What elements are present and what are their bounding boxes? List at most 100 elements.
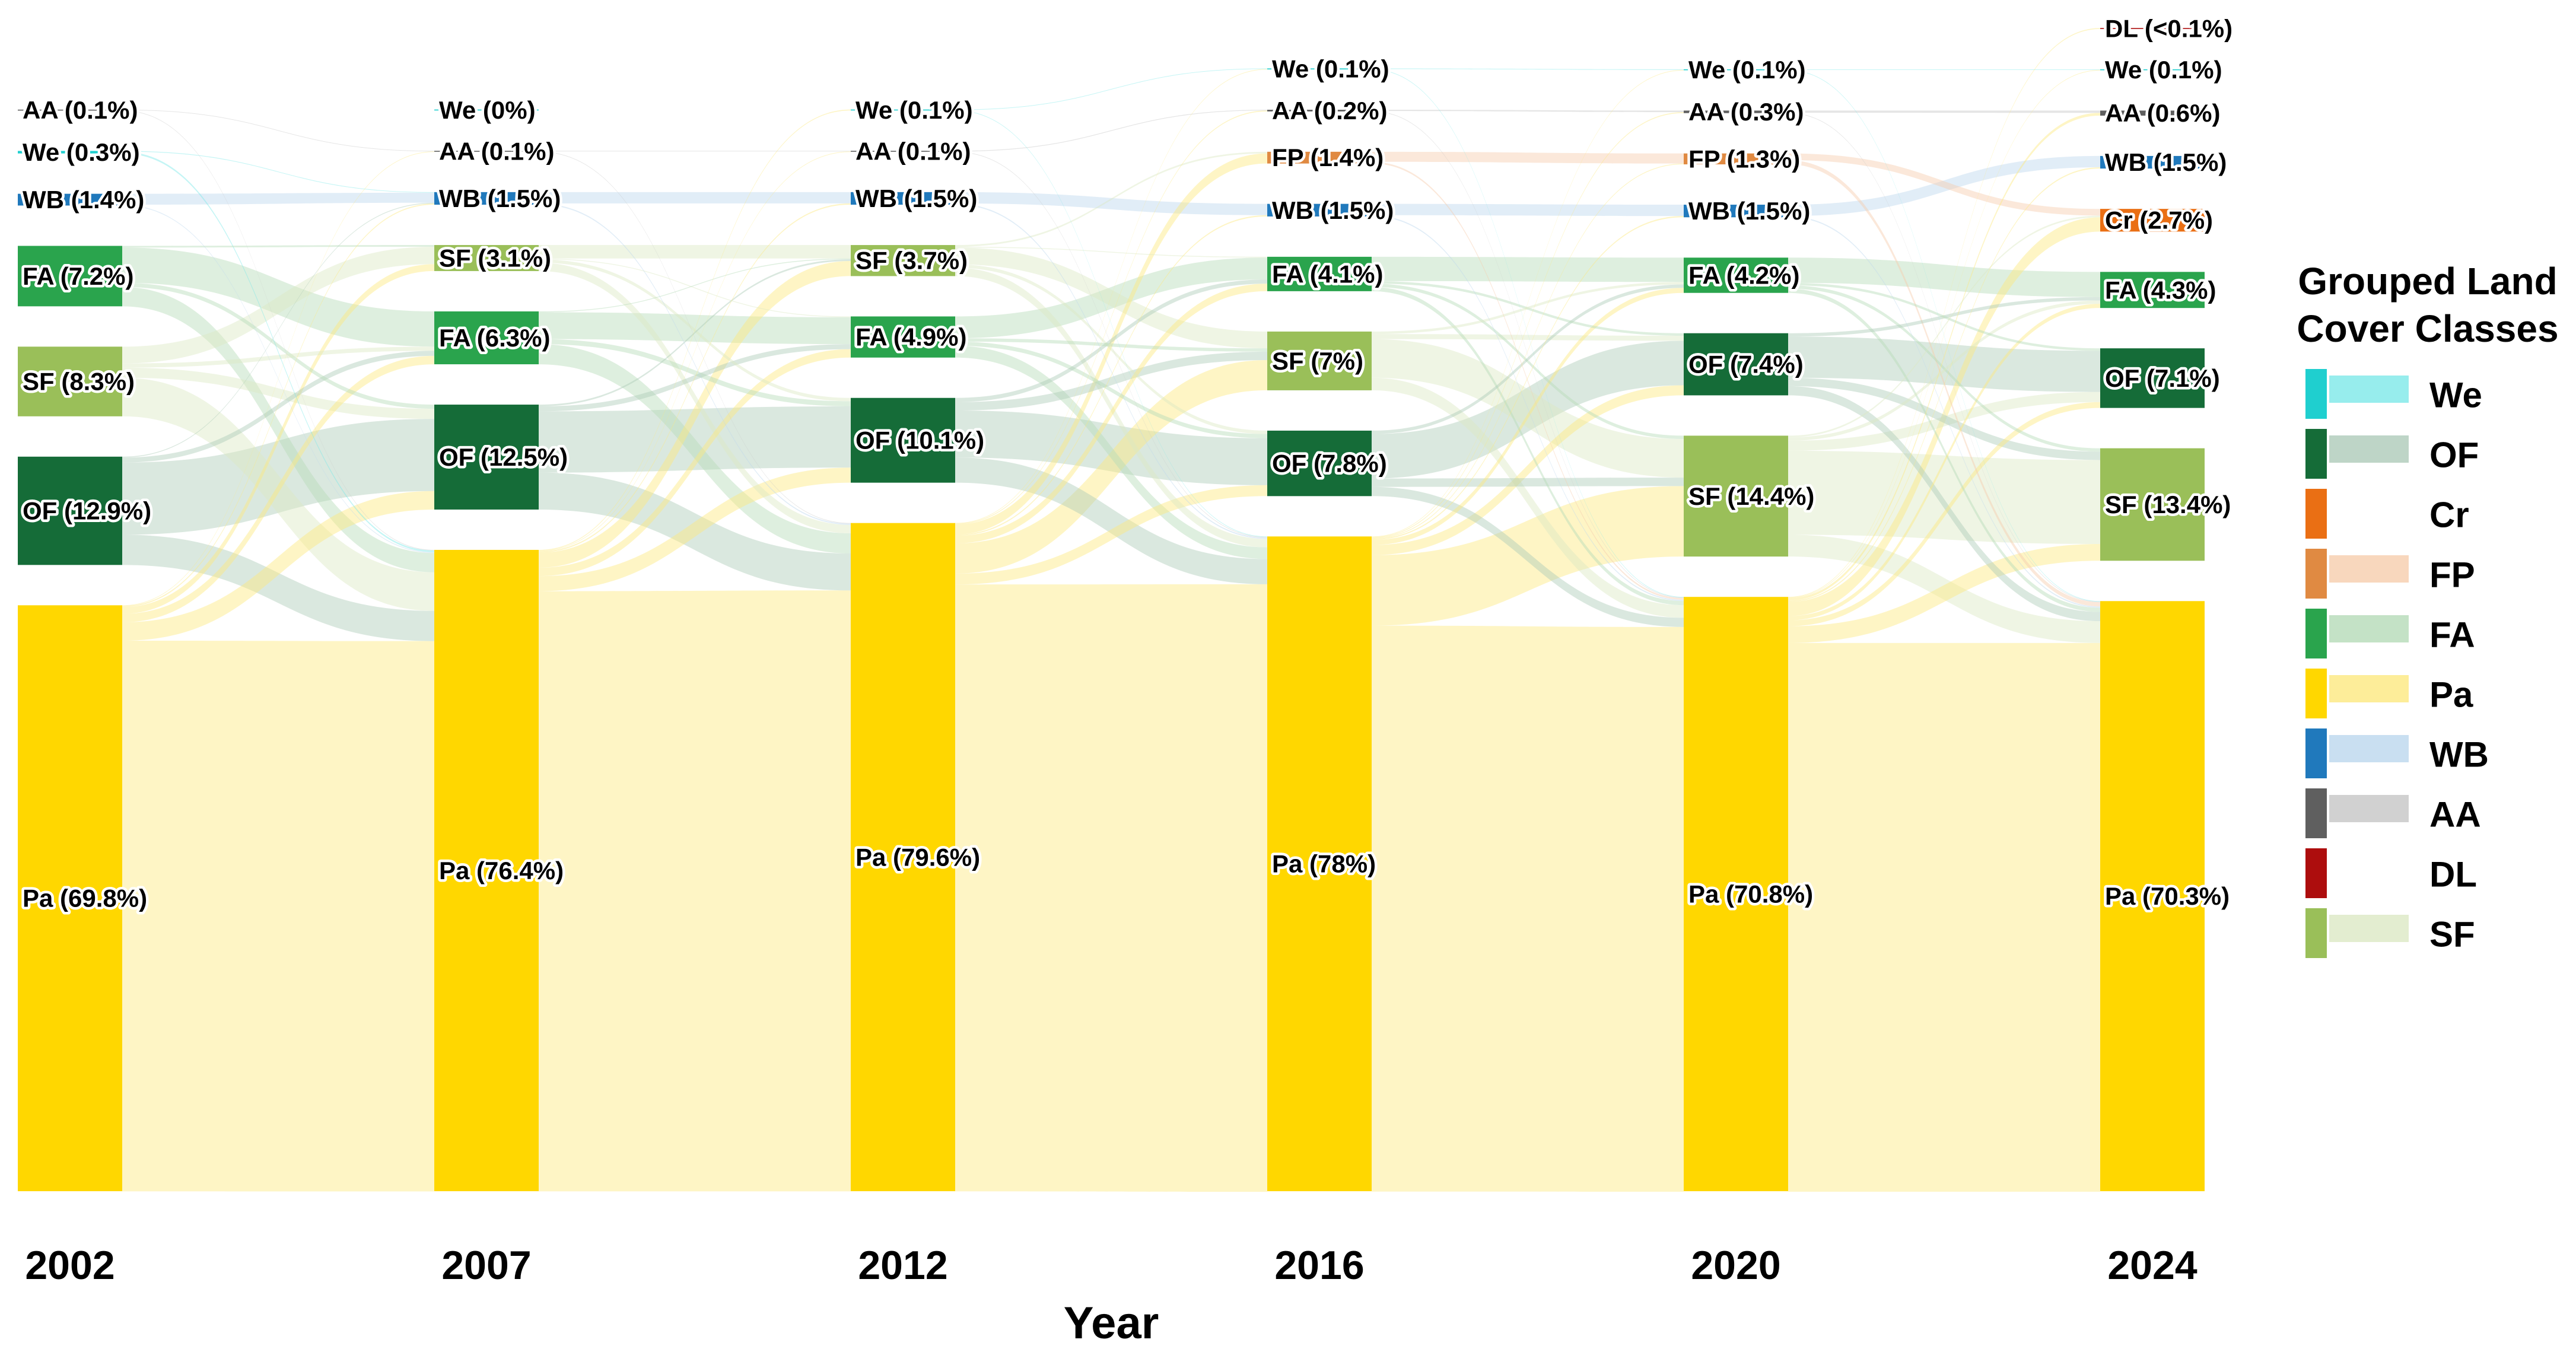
flow-OF-to-SF bbox=[539, 259, 851, 406]
x-axis-title: Year bbox=[1064, 1298, 1159, 1348]
node-2012-Pa bbox=[851, 523, 955, 1192]
flow-WB-to-Pa bbox=[1788, 216, 2100, 608]
node-2012-SF bbox=[851, 245, 955, 276]
legend-item-AA: AA bbox=[2305, 788, 2481, 838]
flow-Pa-to-Pa bbox=[955, 584, 1267, 1192]
flow-Pa-to-FA bbox=[122, 355, 434, 622]
flow-Pa-to-SF bbox=[1372, 486, 1684, 626]
flow-Pa-to-FA bbox=[1372, 288, 1684, 545]
legend-label-FP: FP bbox=[2429, 555, 2475, 595]
node-2024-SF bbox=[2100, 448, 2205, 561]
flow-FA-to-OF bbox=[955, 341, 1267, 438]
flow-SF-to-Pa bbox=[539, 262, 851, 533]
node-label-2012-OF: OF (10.1%) bbox=[856, 427, 984, 454]
node-label-2024-We: We (0.1%) bbox=[2105, 56, 2222, 84]
node-labels-layer: AA (0.1%) We (0.3%) WB (1.4%) FA (7.2%) SF (… bbox=[20, 12, 2235, 915]
flow-OF-to-Pa bbox=[1788, 386, 2100, 622]
legend-flow-swatch-Pa bbox=[2329, 675, 2409, 702]
legend-label-SF: SF bbox=[2429, 915, 2475, 955]
node-label-2002-We: We (0.3%) bbox=[23, 138, 140, 166]
legend-title-line1: Grouped Land bbox=[2298, 260, 2557, 303]
flow-OF-to-OF bbox=[955, 410, 1267, 485]
node-label-2020-OF: OF (7.4%) bbox=[1688, 351, 1804, 378]
legend-item-DL: DL bbox=[2305, 848, 2477, 898]
flows-layer bbox=[122, 28, 2100, 1192]
flow-OF-to-OF bbox=[539, 406, 851, 473]
node-label-2002-Pa: Pa (69.8%) bbox=[23, 885, 147, 912]
legend-label-DL: DL bbox=[2429, 855, 2477, 895]
flow-FP-to-Pa bbox=[1372, 161, 1684, 600]
legend-item-FP: FP bbox=[2305, 549, 2475, 599]
legend-node-swatch-WB bbox=[2305, 728, 2327, 778]
flow-FA-to-OF bbox=[122, 282, 434, 409]
node-2020-OF bbox=[1684, 333, 1788, 396]
flow-FA-to-FA bbox=[955, 257, 1267, 339]
x-axis: Year 2002 2007 2012 2016 2020 2024 bbox=[25, 1243, 2197, 1348]
flow-FA-to-Pa bbox=[1788, 288, 2100, 612]
flow-Pa-to-FA bbox=[955, 284, 1267, 543]
flow-FA-to-SF bbox=[122, 245, 434, 248]
node-label-2012-SF: SF (3.7%) bbox=[856, 247, 968, 275]
flow-FA-to-Pa bbox=[1372, 287, 1684, 606]
node-2024-OF bbox=[2100, 348, 2205, 408]
flow-OF-to-SF bbox=[1372, 478, 1684, 487]
flow-OF-to-OF bbox=[1372, 341, 1684, 479]
flow-AA-to-Pa bbox=[539, 151, 851, 524]
flow-We-to-Pa bbox=[1372, 69, 1684, 598]
flow-SF-to-Pa bbox=[1788, 534, 2100, 643]
legend-item-OF: OF bbox=[2305, 429, 2479, 479]
node-2002-AA bbox=[18, 109, 122, 111]
x-tick-2012: 2012 bbox=[858, 1243, 947, 1288]
flow-Pa-to-WB bbox=[1372, 216, 1684, 540]
node-2016-AA bbox=[1267, 110, 1372, 112]
node-label-2012-FA: FA (4.9%) bbox=[856, 323, 966, 351]
x-tick-2024: 2024 bbox=[2107, 1243, 2197, 1288]
nodes-layer bbox=[18, 28, 2205, 1192]
flow-Pa-to-OF bbox=[539, 467, 851, 591]
node-2020-FA bbox=[1684, 257, 1788, 293]
flow-AA-to-AA bbox=[955, 110, 1267, 152]
flow-We-to-Pa bbox=[1788, 69, 2100, 602]
flow-Pa-to-AA bbox=[1372, 112, 1684, 538]
x-tick-2007: 2007 bbox=[441, 1243, 531, 1288]
node-label-2002-FA: FA (7.2%) bbox=[23, 262, 133, 290]
node-label-2007-WB: WB (1.5%) bbox=[439, 184, 561, 212]
node-2002-WB bbox=[18, 193, 122, 206]
node-2012-WB bbox=[851, 192, 955, 205]
flow-OF-to-Pa bbox=[539, 472, 851, 591]
flow-AA-to-AA bbox=[122, 109, 434, 152]
legend-flow-swatch-WB bbox=[2329, 735, 2409, 762]
legend-label-OF: OF bbox=[2429, 435, 2479, 475]
flow-Pa-to-Pa bbox=[122, 641, 434, 1192]
node-2024-FA bbox=[2100, 272, 2205, 308]
legend-node-swatch-SF bbox=[2305, 908, 2327, 958]
flow-OF-to-Pa bbox=[955, 457, 1267, 584]
legend-item-SF: SF bbox=[2305, 908, 2475, 958]
node-2020-SF bbox=[1684, 435, 1788, 557]
node-2024-Cr bbox=[2100, 209, 2205, 232]
node-label-2020-FA: FA (4.2%) bbox=[1688, 261, 1799, 289]
node-label-2002-SF: SF (8.3%) bbox=[23, 368, 135, 396]
flow-Pa-to-OF bbox=[1788, 402, 2100, 626]
node-label-2002-OF: OF (12.9%) bbox=[23, 497, 151, 525]
flow-OF-to-OF bbox=[1788, 336, 2100, 392]
node-label-2007-FA: FA (6.3%) bbox=[439, 324, 550, 352]
node-2020-AA bbox=[1684, 110, 1788, 113]
flow-WB-to-Pa bbox=[122, 205, 434, 553]
flow-FP-to-Cr bbox=[1788, 153, 2100, 216]
node-label-2020-WB: WB (1.5%) bbox=[1688, 197, 1810, 225]
flow-Pa-to-OF bbox=[122, 491, 434, 641]
node-2012-AA bbox=[851, 151, 955, 152]
node-2024-DL bbox=[2100, 28, 2205, 29]
flow-OF-to-FA bbox=[122, 351, 434, 463]
flow-WB-to-WB bbox=[1372, 203, 1684, 217]
flow-Pa-to-AA bbox=[539, 151, 851, 552]
flow-Pa-to-SF bbox=[955, 359, 1267, 574]
node-label-2012-We: We (0.1%) bbox=[856, 96, 973, 124]
flow-Pa-to-SF bbox=[1788, 543, 2100, 643]
flow-We-to-We bbox=[955, 68, 1267, 110]
flow-Pa-to-FP bbox=[955, 153, 1267, 535]
node-2007-OF bbox=[434, 405, 539, 510]
flow-SF-to-OF bbox=[1788, 392, 2100, 451]
flow-SF-to-FA bbox=[539, 258, 851, 317]
